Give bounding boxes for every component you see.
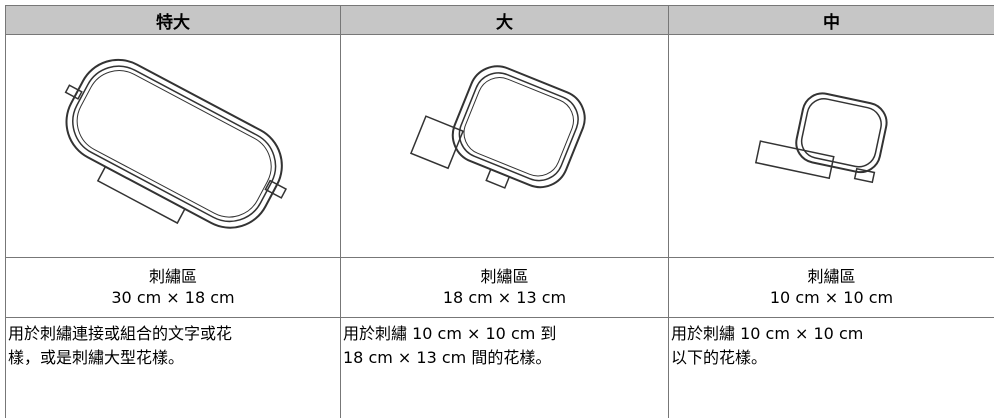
image-cell (669, 35, 994, 258)
desc-line: 用於刺繡 10 cm × 10 cm 到 (343, 324, 557, 343)
hoop-medium (754, 92, 888, 184)
header-cell: 特大 (5, 5, 341, 35)
hoop-large (409, 65, 586, 189)
desc-line: 以下的花樣。 (671, 348, 768, 367)
desc-line: 用於刺繡連接或組合的文字或花 (8, 324, 233, 343)
hoop-extra-large (64, 58, 288, 229)
area-label: 刺繡區 (480, 267, 529, 286)
header-cell: 中 (669, 5, 994, 35)
header-cell: 大 (341, 5, 669, 35)
area-size: 18 cm × 13 cm (442, 288, 567, 307)
image-cell (341, 35, 669, 258)
desc-cell: 用於刺繡 10 cm × 10 cm 到 18 cm × 13 cm 間的花樣。 (341, 318, 669, 418)
size-cell: 刺繡區 18 cm × 13 cm (341, 258, 669, 318)
desc-line: 樣，或是刺繡大型花樣。 (8, 348, 185, 367)
desc-line: 用於刺繡 10 cm × 10 cm (671, 324, 864, 343)
size-cell: 刺繡區 10 cm × 10 cm (669, 258, 994, 318)
size-cell: 刺繡區 30 cm × 18 cm (5, 258, 341, 318)
area-label: 刺繡區 (148, 267, 197, 286)
page: 特大 大 中 (5, 5, 994, 418)
desc-line: 18 cm × 13 cm 間的花樣。 (343, 348, 552, 367)
desc-cell: 用於刺繡 10 cm × 10 cm 以下的花樣。 (669, 318, 994, 418)
area-label: 刺繡區 (807, 267, 856, 286)
desc-cell: 用於刺繡連接或組合的文字或花 樣，或是刺繡大型花樣。 (5, 318, 341, 418)
area-size: 30 cm × 18 cm (111, 288, 235, 307)
area-size: 10 cm × 10 cm (769, 288, 894, 307)
image-cell (5, 35, 341, 258)
